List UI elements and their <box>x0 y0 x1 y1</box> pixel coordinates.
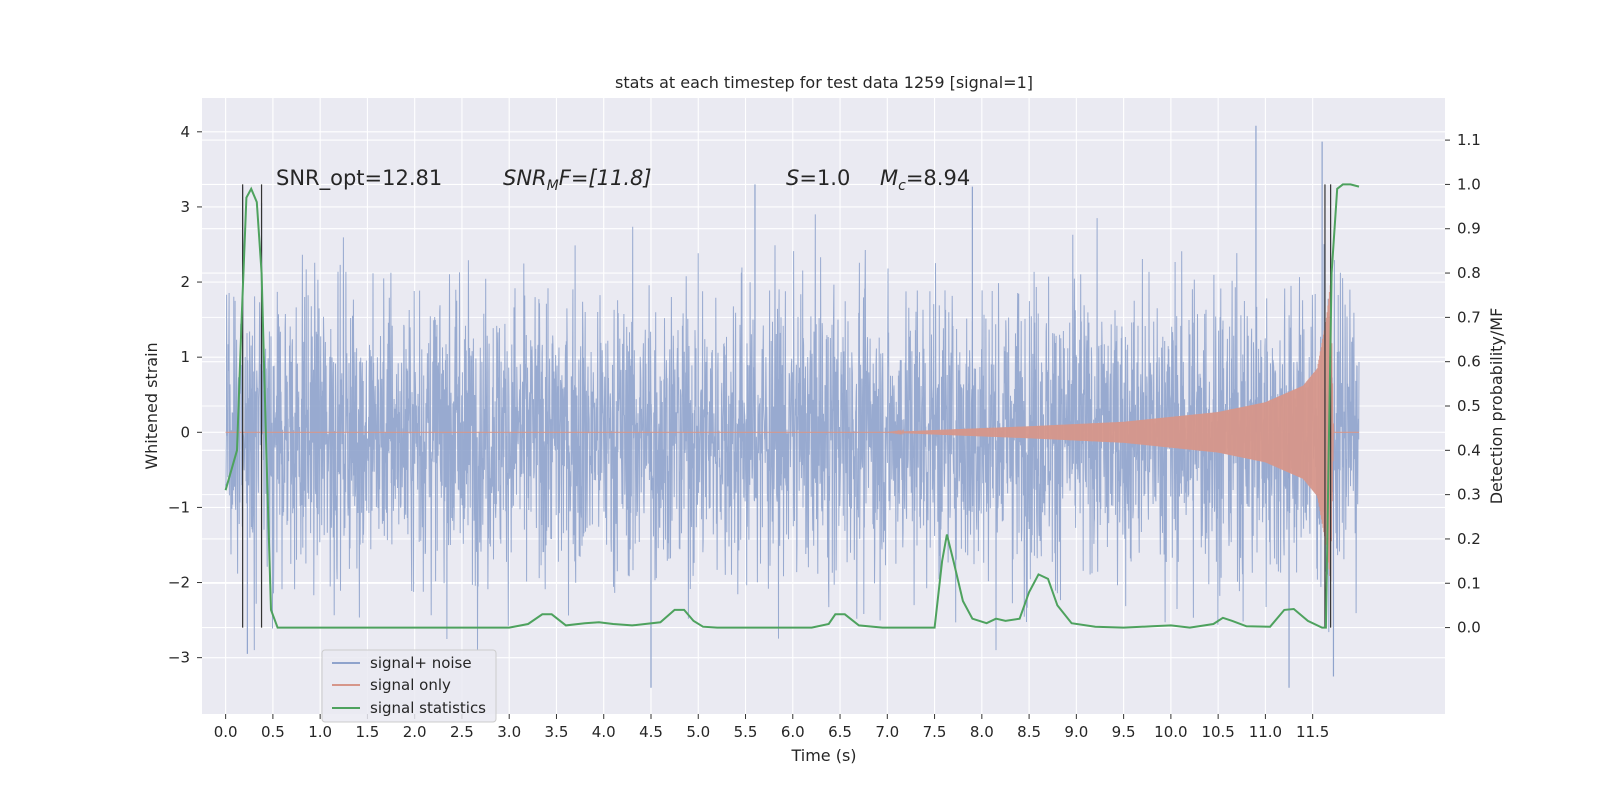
annotation-snr-mf: SNRMF=[11.8] <box>503 166 652 194</box>
x-tick-label: 10.5 <box>1201 723 1234 741</box>
y-right-tick-label: 0.1 <box>1457 574 1481 592</box>
annotation-s: S=1.0 <box>786 166 850 190</box>
x-tick-label: 9.5 <box>1112 723 1136 741</box>
x-tick-label: 10.0 <box>1154 723 1187 741</box>
x-tick-label: 1.5 <box>355 723 379 741</box>
x-axis-label: Time (s) <box>790 746 856 765</box>
y-right-tick-label: 1.0 <box>1457 175 1481 193</box>
signal-statistics-line <box>224 183 1360 629</box>
y-right-tick-label: 0.5 <box>1457 397 1481 415</box>
x-tick-label: 8.0 <box>970 723 994 741</box>
y-right-tick-label: 0.4 <box>1457 441 1481 459</box>
y-left-tick-label: 1 <box>180 348 190 366</box>
y-right-tick-label: 0.8 <box>1457 264 1481 282</box>
series-signal-statistics <box>224 183 1360 629</box>
annotation-snr-mf-rest: F=[11.8] <box>559 166 652 190</box>
annotation-mc-sub: c <box>898 178 906 194</box>
legend-label-signal-only: signal only <box>370 676 451 694</box>
y-left-tick-label: 4 <box>180 123 190 141</box>
x-tick-label: 6.5 <box>828 723 852 741</box>
x-tick-label: 7.5 <box>923 723 947 741</box>
y-right-tick-label: 0.2 <box>1457 530 1481 548</box>
annotation-snr-mf-sub: M <box>547 178 559 194</box>
y-left-tick-label: 3 <box>180 198 190 216</box>
x-tick-label: 2.0 <box>403 723 427 741</box>
y-right-tick-label: 0.3 <box>1457 486 1481 504</box>
signal-noise-trace <box>225 214 1360 651</box>
x-tick-label: 6.0 <box>781 723 805 741</box>
y-left-tick-label: 2 <box>180 273 190 291</box>
x-tick-label: 2.5 <box>450 723 474 741</box>
signal-only-trace <box>225 285 1359 582</box>
y-right-tick-label: 0.9 <box>1457 220 1481 238</box>
annotation-mc-main: M <box>880 166 898 190</box>
annotation-s-main: S <box>786 166 799 190</box>
axis-ticks: 0.0 0.5 1.0 1.5 2.0 2.5 3.0 3.5 4.0 4.5 5.0 5.5 6.0 6… <box>168 123 1481 741</box>
x-tick-label: 5.5 <box>734 723 758 741</box>
y-right-tick-label: 0.7 <box>1457 308 1481 326</box>
legend-label-signal-statistics: signal statistics <box>370 699 486 717</box>
annotation-mc: Mc=8.94 <box>880 166 970 194</box>
x-tick-label: 11.0 <box>1249 723 1282 741</box>
y-left-tick-label: −1 <box>168 498 190 516</box>
x-tick-label: 9.0 <box>1064 723 1088 741</box>
y-left-tick-label: 0 <box>180 423 190 441</box>
chart-title: stats at each timestep for test data 125… <box>615 73 1033 92</box>
x-tick-label: 3.0 <box>497 723 521 741</box>
y-right-tick-label: 1.1 <box>1457 131 1481 149</box>
annotation-s-rest: =1.0 <box>799 166 850 190</box>
y-axis-left-label: Whitened strain <box>142 342 161 469</box>
annotation-snr-opt: SNR_opt=12.81 <box>276 166 442 191</box>
legend-label-signal-noise: signal+ noise <box>370 654 472 672</box>
annotation-mc-rest: =8.94 <box>906 166 970 190</box>
y-right-tick-label: 0.0 <box>1457 619 1481 637</box>
x-tick-label: 1.0 <box>308 723 332 741</box>
x-tick-label: 4.5 <box>639 723 663 741</box>
y-left-tick-label: −3 <box>168 649 190 667</box>
legend-box <box>321 649 497 723</box>
x-tick-label: 5.0 <box>686 723 710 741</box>
x-tick-label: 7.0 <box>875 723 899 741</box>
y-axis-right-label: Detection probability/MF <box>1487 308 1506 505</box>
y-left-tick-label: −2 <box>168 574 190 592</box>
annotation-snr-mf-main: SNR <box>503 166 547 190</box>
x-tick-label: 0.5 <box>261 723 285 741</box>
x-tick-label: 0.0 <box>214 723 238 741</box>
legend: signal+ noise signal only signal statist… <box>321 649 497 723</box>
x-tick-label: 4.0 <box>592 723 616 741</box>
series-signal-only <box>225 285 1359 582</box>
x-tick-label: 11.5 <box>1296 723 1329 741</box>
y-right-tick-label: 0.6 <box>1457 353 1481 371</box>
x-tick-label: 3.5 <box>545 723 569 741</box>
x-tick-label: 8.5 <box>1017 723 1041 741</box>
